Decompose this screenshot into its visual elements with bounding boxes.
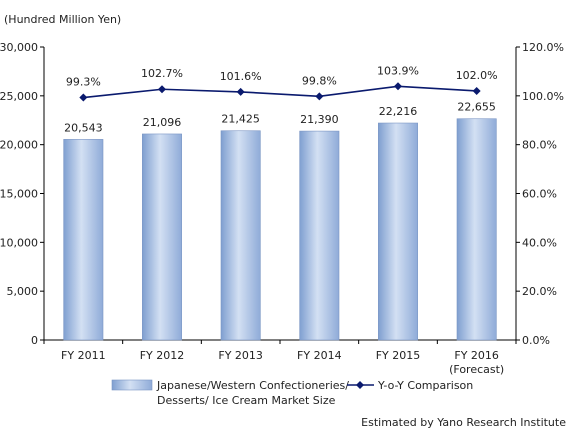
yoy-value-label: 99.8% bbox=[302, 74, 337, 87]
x-tick-label: FY 2013 bbox=[218, 349, 263, 362]
bar-value-label: 20,543 bbox=[64, 121, 103, 134]
yoy-value-label: 99.3% bbox=[66, 76, 101, 89]
bar-value-label: 21,390 bbox=[300, 113, 339, 126]
x-tick-label: FY 2012 bbox=[140, 349, 185, 362]
right-tick-label: 0.0% bbox=[522, 334, 550, 347]
right-tick-label: 120.0% bbox=[522, 41, 564, 54]
left-tick-label: 5,000 bbox=[7, 285, 39, 298]
left-tick-label: 25,000 bbox=[0, 90, 38, 103]
left-tick-label: 0 bbox=[31, 334, 38, 347]
legend-line-marker bbox=[356, 381, 364, 389]
right-tick-label: 60.0% bbox=[522, 188, 557, 201]
left-tick-label: 20,000 bbox=[0, 139, 38, 152]
unit-label: (Hundred Million Yen) bbox=[4, 13, 121, 26]
left-tick-label: 10,000 bbox=[0, 236, 38, 249]
bar-value-label: 21,425 bbox=[221, 113, 260, 126]
legend: Japanese/Western Confectioneries/Dessert… bbox=[111, 379, 473, 407]
right-tick-label: 20.0% bbox=[522, 285, 557, 298]
right-tick-label: 80.0% bbox=[522, 139, 557, 152]
yoy-point bbox=[236, 87, 245, 96]
left-tick-label: 15,000 bbox=[0, 188, 38, 201]
bar bbox=[220, 130, 261, 341]
yoy-point bbox=[394, 82, 402, 91]
plot-area: 0 5,000 10,000 15,000 20,000 25,000 30,000 0.0%… bbox=[0, 41, 564, 376]
bar bbox=[142, 133, 182, 341]
yoy-value-label: 103.9% bbox=[377, 64, 419, 77]
legend-bar-label: Japanese/Western Confectioneries/ bbox=[156, 379, 349, 392]
bar bbox=[378, 122, 418, 341]
bar bbox=[63, 139, 104, 341]
yoy-point bbox=[79, 93, 88, 102]
yoy-value-label: 101.6% bbox=[220, 70, 262, 83]
yoy-line bbox=[83, 85, 477, 99]
source-note: Estimated by Yano Research Institute bbox=[361, 416, 566, 429]
yoy-point bbox=[315, 92, 324, 101]
right-tick-label: 40.0% bbox=[522, 236, 557, 249]
yoy-value-label: 102.0% bbox=[456, 69, 498, 82]
x-tick-label: FY 2011 bbox=[61, 349, 106, 362]
bar bbox=[456, 118, 497, 341]
legend-bar-swatch bbox=[111, 379, 153, 391]
right-tick-label: 100.0% bbox=[522, 90, 564, 103]
left-tick-label: 30,000 bbox=[0, 41, 38, 54]
legend-line-label: Y-o-Y Comparison bbox=[377, 379, 473, 392]
x-tick-label: FY 2016 bbox=[454, 349, 499, 362]
bar bbox=[299, 130, 340, 341]
x-tick-sublabel: (Forecast) bbox=[449, 363, 504, 376]
yoy-point bbox=[472, 86, 481, 95]
legend-bar-label: Desserts/ Ice Cream Market Size bbox=[157, 394, 336, 407]
yoy-point bbox=[158, 85, 166, 94]
yoy-value-label: 102.7% bbox=[141, 67, 183, 80]
bar-value-label: 22,216 bbox=[379, 105, 418, 118]
x-tick-label: FY 2014 bbox=[297, 349, 342, 362]
bar-value-label: 21,096 bbox=[143, 116, 182, 129]
bar-value-label: 22,655 bbox=[457, 101, 496, 114]
x-tick-label: FY 2015 bbox=[376, 349, 421, 362]
